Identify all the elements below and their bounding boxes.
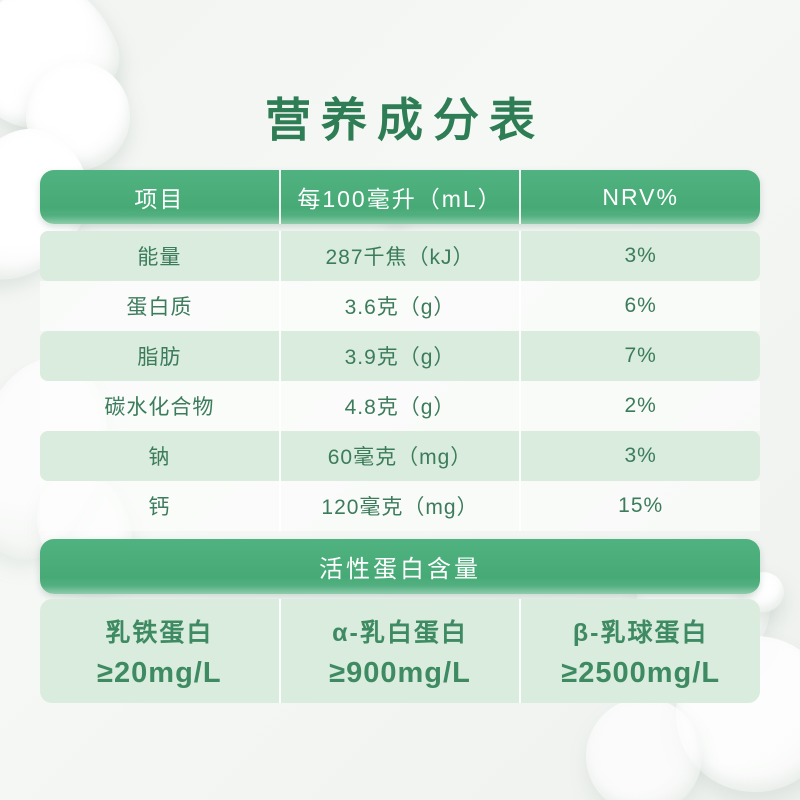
protein-section: 乳铁蛋白 ≥20mg/L α-乳白蛋白 ≥900mg/L β-乳球蛋白 ≥250…	[40, 599, 760, 703]
row-amount-cell: 3.9克（g）	[278, 331, 520, 381]
row-nrv-cell: 3%	[519, 431, 760, 481]
protein-section-header: 活性蛋白含量	[40, 539, 760, 594]
protein-name: 乳铁蛋白	[105, 618, 214, 647]
row-nrv-cell: 6%	[519, 281, 760, 331]
table-header-row: 项目 每100毫升（mL） NRV%	[40, 170, 760, 224]
table-row: 蛋白质 3.6克（g） 6%	[40, 281, 760, 331]
row-item-cell: 能量	[137, 246, 182, 269]
protein-value: ≥20mg/L	[97, 656, 222, 689]
table-row: 钙 120毫克（mg） 15%	[40, 481, 760, 531]
page-title: 营养成分表	[265, 94, 545, 146]
row-amount-cell: 4.8克（g）	[278, 381, 520, 431]
protein-name: α-乳白蛋白	[332, 618, 468, 647]
header-item: 项目	[134, 186, 185, 212]
protein-name: β-乳球蛋白	[572, 618, 709, 647]
table-row: 脂肪 3.9克（g） 7%	[40, 331, 760, 381]
nutrition-table: 项目 每100毫升（mL） NRV% 能量 287千焦（kJ） 3% 蛋白质 3…	[40, 170, 760, 703]
row-nrv-cell: 3%	[519, 231, 760, 281]
protein-cell: α-乳白蛋白 ≥900mg/L	[278, 599, 520, 703]
row-item-cell: 蛋白质	[126, 296, 193, 319]
row-item-cell: 碳水化合物	[104, 396, 215, 419]
header-amount: 每100毫升（mL）	[278, 170, 520, 224]
row-item-cell: 钙	[148, 496, 171, 519]
table-row: 钠 60毫克（mg） 3%	[40, 431, 760, 481]
row-amount-cell: 3.6克（g）	[278, 281, 520, 331]
table-row: 能量 287千焦（kJ） 3%	[40, 231, 760, 281]
row-nrv-cell: 7%	[519, 331, 760, 381]
protein-value: ≥900mg/L	[329, 656, 471, 689]
table-row: 碳水化合物 4.8克（g） 2%	[40, 381, 760, 431]
row-amount-cell: 287千焦（kJ）	[278, 231, 520, 281]
protein-cell: β-乳球蛋白 ≥2500mg/L	[519, 599, 760, 703]
header-nrv: NRV%	[519, 170, 760, 224]
row-nrv-cell: 15%	[519, 481, 760, 531]
protein-cell: 乳铁蛋白 ≥20mg/L	[40, 599, 279, 703]
row-amount-cell: 60毫克（mg）	[278, 431, 520, 481]
row-item-cell: 脂肪	[137, 346, 182, 369]
protein-value: ≥2500mg/L	[561, 656, 721, 689]
milk-bubble-decoration	[586, 698, 702, 800]
row-amount-cell: 120毫克（mg）	[278, 481, 520, 531]
row-item-cell: 钠	[148, 446, 171, 469]
table-body: 能量 287千焦（kJ） 3% 蛋白质 3.6克（g） 6% 脂肪 3.9克（g…	[40, 231, 760, 531]
row-nrv-cell: 2%	[519, 381, 760, 431]
